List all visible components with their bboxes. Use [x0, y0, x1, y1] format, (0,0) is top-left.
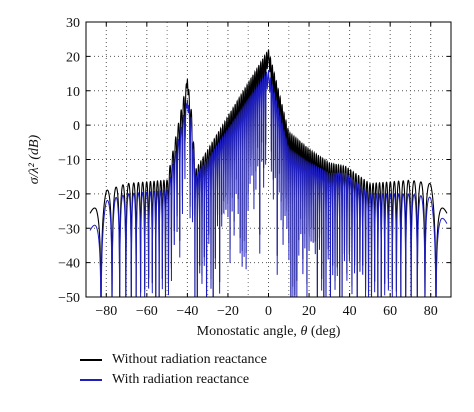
x-tick-label: −40: [176, 304, 198, 319]
rcs-chart: −80 −60 −40 −20 0 20 40 60 80 −50 −40 −30 −20 −10 0 10 2…: [27, 16, 452, 339]
legend-swatch-without: [80, 359, 102, 361]
x-tick-label: 20: [302, 304, 316, 319]
series-line-with-reactance: [89, 70, 448, 298]
y-tick-label: 20: [66, 50, 80, 65]
x-tick-label: −60: [136, 304, 158, 319]
legend-swatch-with: [80, 379, 102, 381]
legend: Without radiation reactance With radiati…: [80, 350, 267, 390]
y-tick-label: 10: [66, 85, 80, 100]
legend-label-without: Without radiation reactance: [112, 352, 267, 367]
x-axis-label: Monostatic angle, θ (deg): [197, 324, 341, 339]
x-axis-label-text: Monostatic angle,: [197, 324, 301, 339]
x-tick-label: 0: [265, 304, 272, 319]
x-axis-label-unit: (deg): [307, 324, 340, 339]
y-tick-label: −30: [58, 222, 80, 237]
x-tick-label: 80: [424, 304, 438, 319]
x-tick-label: −20: [217, 304, 239, 319]
legend-label-with: With radiation reactance: [112, 372, 250, 387]
y-tick-label: −40: [58, 257, 80, 272]
x-axis-label-symbol: θ: [300, 324, 307, 339]
y-tick-label: 0: [73, 119, 80, 134]
y-tick-label: −50: [58, 291, 80, 306]
y-tick-label: −10: [58, 154, 80, 169]
x-tick-label: −80: [95, 304, 117, 319]
y-tick-label: 30: [66, 16, 80, 31]
y-axis-label: σ/λ² (dB): [27, 134, 42, 184]
y-tick-label: −20: [58, 188, 80, 203]
x-tick-label: 60: [383, 304, 397, 319]
legend-item-with: With radiation reactance: [80, 370, 267, 390]
axis-ticks: −80 −60 −40 −20 0 20 40 60 80 −50 −40 −30 −20 −10 0 10 2…: [58, 16, 451, 319]
series-layer: [89, 49, 448, 298]
series-line-without-reactance: [89, 49, 448, 298]
legend-item-without: Without radiation reactance: [80, 350, 267, 370]
x-tick-label: 40: [343, 304, 357, 319]
